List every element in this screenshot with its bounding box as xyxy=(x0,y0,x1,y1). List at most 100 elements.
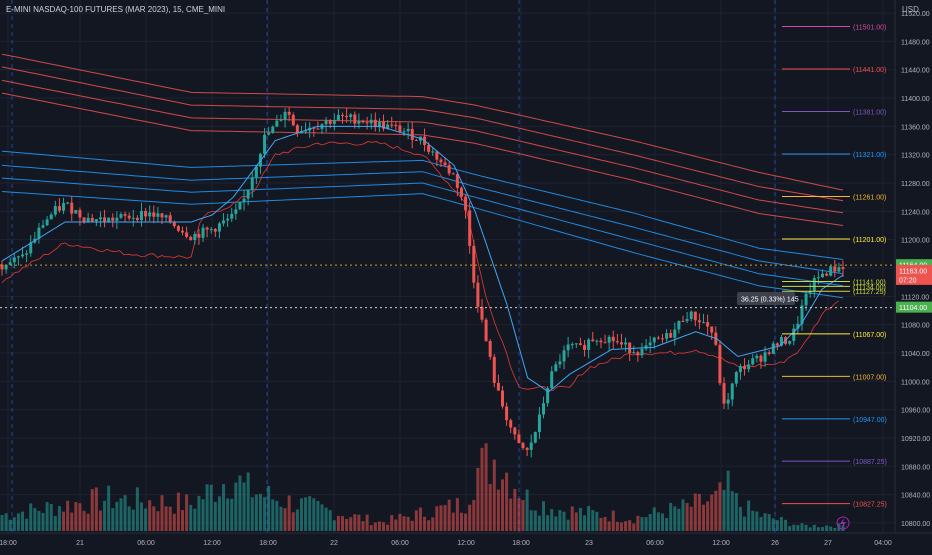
candle-body xyxy=(509,420,513,428)
candle xyxy=(747,359,751,373)
candle xyxy=(537,407,541,440)
candle-body xyxy=(135,217,139,221)
volume-bar xyxy=(759,516,763,531)
volume-bar xyxy=(788,526,792,531)
candle-body xyxy=(90,217,94,222)
candle xyxy=(353,111,357,129)
candle-body xyxy=(16,256,20,258)
candle-body xyxy=(353,114,357,124)
candle xyxy=(492,354,496,388)
volume-bar xyxy=(373,522,377,531)
volume-bar xyxy=(131,509,135,531)
candle-body xyxy=(271,126,275,133)
candle xyxy=(209,226,213,234)
candle xyxy=(505,402,509,426)
volume-bar xyxy=(299,498,303,531)
candle-body xyxy=(447,165,451,174)
level-label: (11067.00) xyxy=(853,332,886,339)
volume-bar xyxy=(546,515,550,531)
candle-body xyxy=(332,120,336,124)
volume-bar xyxy=(595,511,599,531)
candle-body xyxy=(45,219,49,226)
candle-body xyxy=(591,339,595,342)
volume-bar xyxy=(254,494,258,531)
volume-bar xyxy=(390,515,394,531)
candle-body xyxy=(357,120,361,124)
candle xyxy=(718,340,722,386)
candle xyxy=(665,329,669,342)
candle xyxy=(414,138,418,141)
volume-bar xyxy=(648,513,652,531)
candle xyxy=(226,213,230,227)
candle xyxy=(558,354,562,369)
candle-body xyxy=(488,341,492,357)
lightning-icon xyxy=(836,516,850,530)
candle-body xyxy=(394,124,398,126)
volume-bar xyxy=(267,485,271,531)
volume-bar xyxy=(345,519,349,531)
candle-body xyxy=(587,339,591,350)
candle xyxy=(152,205,156,224)
candle xyxy=(62,197,66,215)
volume-bar xyxy=(615,521,619,531)
candle-body xyxy=(710,326,714,333)
candle-body xyxy=(800,305,804,324)
volume-bar xyxy=(33,508,37,531)
candle-body xyxy=(341,114,345,116)
candle xyxy=(816,271,820,285)
y-tick-label: 10800.00 xyxy=(901,521,930,528)
volume-bar xyxy=(779,517,783,531)
volume-bar xyxy=(119,498,123,531)
candle xyxy=(451,172,455,175)
candle-body xyxy=(743,366,747,370)
candle-body xyxy=(139,211,143,221)
volume-bar xyxy=(685,503,689,531)
candle-body xyxy=(283,111,287,120)
candle xyxy=(706,314,710,335)
volume-bar xyxy=(201,499,205,531)
volume-bar xyxy=(660,513,664,531)
candle xyxy=(185,226,189,239)
volume-bar xyxy=(8,519,12,531)
candle-body xyxy=(619,342,623,345)
volume-bar xyxy=(217,496,221,531)
volume-bar xyxy=(599,517,603,531)
candle-body xyxy=(669,333,673,338)
candle xyxy=(574,343,578,349)
candle xyxy=(619,333,623,349)
y-tick-label: 11360.00 xyxy=(901,124,930,131)
candle-body xyxy=(464,196,468,211)
volume-bar xyxy=(152,506,156,531)
candle-body xyxy=(558,361,562,365)
candle-body xyxy=(599,340,603,343)
candle xyxy=(406,122,410,140)
candle-body xyxy=(193,234,197,241)
candle-body xyxy=(459,187,463,197)
x-tick-label: 12:00 xyxy=(203,540,221,547)
candle-body xyxy=(168,215,172,223)
level-label: (11261.00) xyxy=(853,194,886,201)
candle xyxy=(123,211,127,223)
candle-body xyxy=(533,432,537,443)
candle xyxy=(115,211,119,230)
volume-bar xyxy=(730,491,734,531)
candle-body xyxy=(513,427,517,435)
vwap-band-red-4 xyxy=(1,92,844,226)
candle xyxy=(496,374,500,391)
candle xyxy=(624,337,628,352)
candle xyxy=(738,363,742,380)
candle-body xyxy=(665,333,669,339)
candle xyxy=(394,121,398,131)
volume-bar xyxy=(168,506,172,531)
candle-body xyxy=(402,131,406,133)
candle xyxy=(439,157,443,167)
candle-body xyxy=(263,134,267,154)
y-tick-label: 10840.00 xyxy=(901,493,930,500)
candle xyxy=(611,330,615,349)
volume-bar xyxy=(763,513,767,531)
candle-body xyxy=(726,399,730,404)
candle-body xyxy=(677,320,681,330)
volume-bar xyxy=(74,502,78,531)
